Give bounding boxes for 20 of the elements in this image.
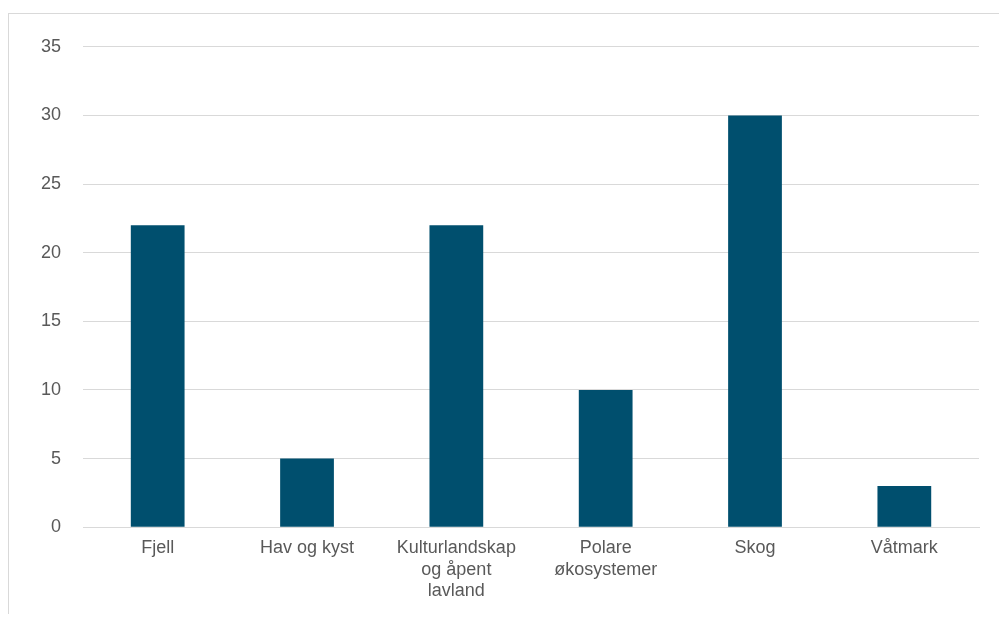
y-tick-label: 15 bbox=[40, 310, 62, 331]
y-tick-label: 0 bbox=[51, 516, 62, 537]
x-tick-label: Polare økosystemer bbox=[554, 536, 658, 579]
y-tick-label: 10 bbox=[40, 378, 62, 399]
bar bbox=[280, 458, 334, 527]
bar bbox=[130, 225, 185, 527]
y-tick-label: 5 bbox=[51, 447, 62, 468]
y-tick-label: 35 bbox=[40, 35, 62, 56]
x-tick-label: Fjell bbox=[141, 536, 175, 557]
bar bbox=[429, 225, 484, 527]
x-tick-label: Hav og kyst bbox=[259, 536, 355, 557]
y-tick-label: 25 bbox=[40, 173, 62, 194]
y-tick-label: 30 bbox=[40, 104, 62, 125]
x-tick-label: Våtmark bbox=[870, 536, 939, 557]
bar bbox=[578, 389, 633, 527]
x-tick-label: Kulturlandskap og åpent lavland bbox=[396, 536, 516, 601]
bar bbox=[728, 115, 782, 527]
x-tick-label: Skog bbox=[734, 536, 776, 557]
y-tick-label: 20 bbox=[40, 241, 62, 262]
bar bbox=[877, 486, 932, 527]
